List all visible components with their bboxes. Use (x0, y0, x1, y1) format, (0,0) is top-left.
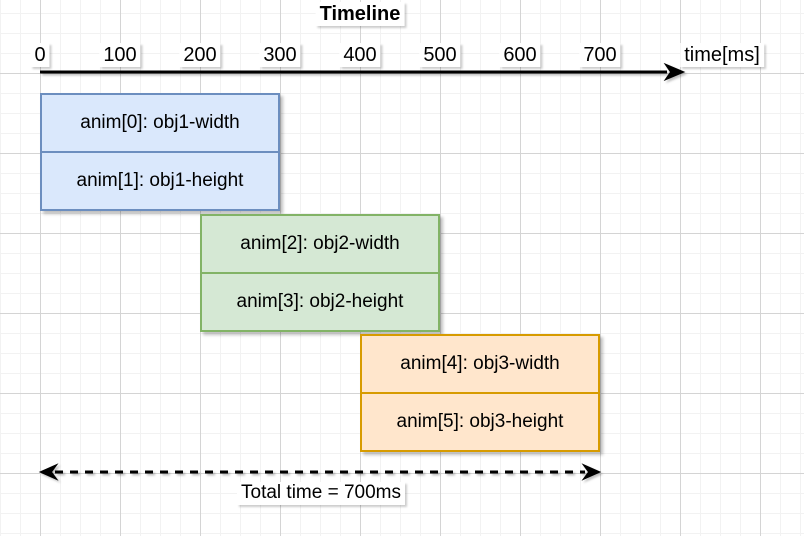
anim-bar-4: anim[4]: obj3-width (360, 334, 600, 394)
axis-unit-label: time[ms] (680, 43, 764, 67)
anim-bar-3: anim[3]: obj2-height (200, 272, 440, 332)
axis-tick-200: 200 (179, 43, 221, 67)
track-obj2: anim[2]: obj2-width anim[3]: obj2-height (200, 214, 440, 332)
diagram-title: Timeline (315, 2, 405, 26)
total-span-right-arrowhead (581, 463, 602, 481)
anim-bar-5: anim[5]: obj3-height (360, 392, 600, 452)
axis-tick-600: 600 (499, 43, 541, 67)
anim-bar-0: anim[0]: obj1-width (40, 93, 280, 153)
anim-bar-2: anim[2]: obj2-width (200, 214, 440, 274)
axis-tick-0: 0 (30, 43, 50, 67)
axis-tick-700: 700 (579, 43, 621, 67)
track-obj3: anim[4]: obj3-width anim[5]: obj3-height (360, 334, 600, 452)
axis-tick-500: 500 (419, 43, 461, 67)
anim-bar-1: anim[1]: obj1-height (40, 151, 280, 211)
axis-tick-100: 100 (99, 43, 141, 67)
axis-tick-300: 300 (259, 43, 301, 67)
track-obj1: anim[0]: obj1-width anim[1]: obj1-height (40, 93, 280, 211)
axis-tick-400: 400 (339, 43, 381, 67)
total-span-left-arrowhead (38, 463, 59, 481)
total-time-label: Total time = 700ms (237, 482, 405, 505)
